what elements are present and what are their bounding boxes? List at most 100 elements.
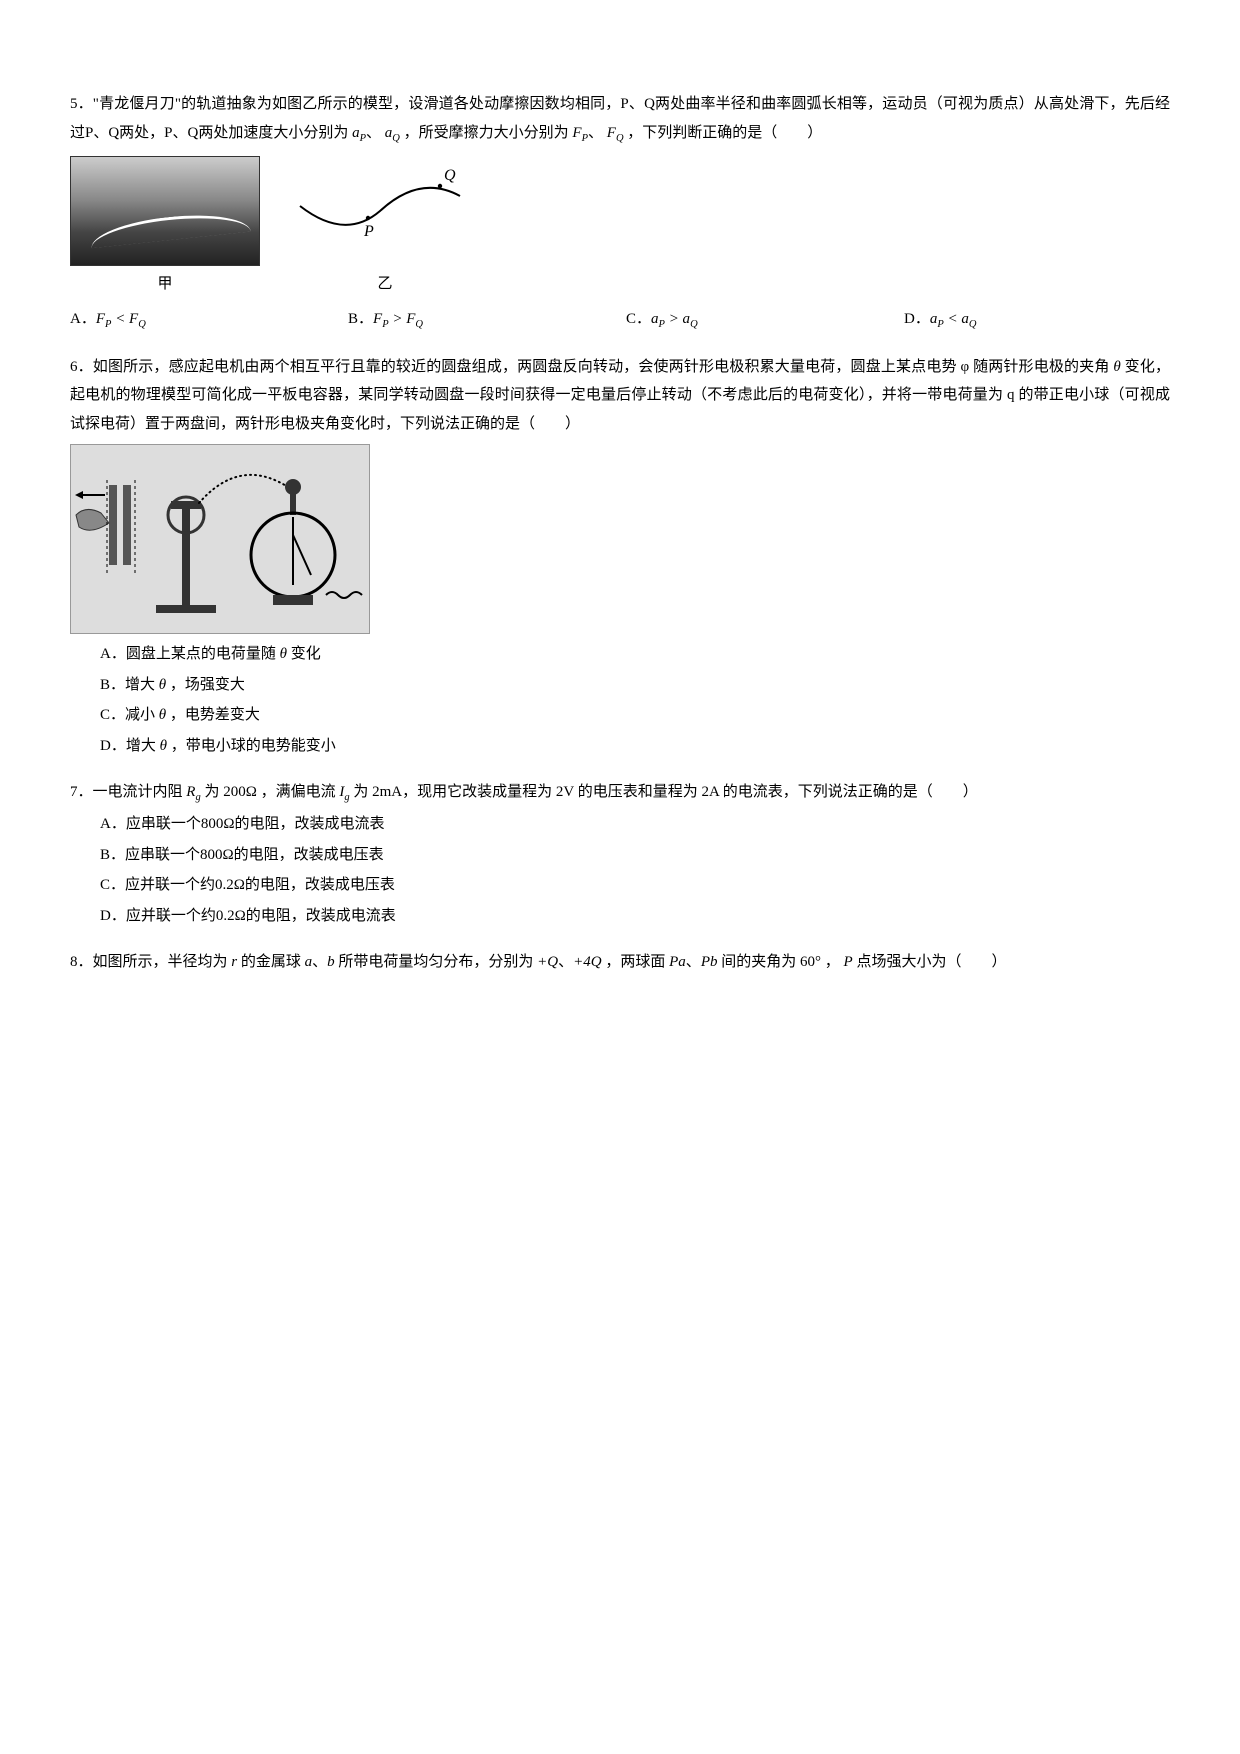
q7-options: A．应串联一个800Ω的电阻，改装成电流表 B．应串联一个800Ω的电阻，改装成… [70,810,1170,930]
Ig: Ig [339,784,349,800]
q5-text-2: ，所受摩擦力大小分别为 [404,125,569,141]
q7C-R: 0.2Ω [215,877,245,893]
q7C-a: C．应并联一个约 [100,877,215,893]
Rg-s: g [195,792,200,803]
var-fq: FQ [607,125,624,141]
q5-optC-label: C． [626,311,651,327]
q8-t5: 间的夹角为 [721,954,796,970]
q5-fig-right: P Q 乙 [290,156,480,299]
question-8: 8．如图所示，半径均为 r 的金属球 a、b 所带电荷量均匀分布，分别为 +Q、… [70,948,1170,977]
q6-optA-txt: A．圆盘上某点的电荷量随 [100,646,276,662]
q8-t7: 点场强大小为（ ） [856,954,1006,970]
q8-Pa: Pa [669,954,686,970]
q5-options: A．FP < FQ B．FP > FQ C．aP > aQ D．aP < aQ [70,305,1170,335]
theta-d: θ [160,738,167,754]
question-7: 7．一电流计内阻 Rg 为 200Ω ，满偏电流 Ig 为 2mA，现用它改装成… [70,778,1170,930]
q7-optC[interactable]: C．应并联一个约0.2Ω的电阻，改装成电压表 [100,871,1170,900]
q7-stem: 7．一电流计内阻 Rg 为 200Ω ，满偏电流 Ig 为 2mA，现用它改装成… [70,778,1170,808]
q6-optC-txt: C．减小 [100,707,155,723]
q6-optA[interactable]: A．圆盘上某点的电荷量随 θ 变化 [100,640,1170,669]
q8-t3: 所带电荷量均匀分布，分别为 [338,954,533,970]
ap-sub: P [360,133,366,144]
caption-yi: 乙 [290,270,480,299]
var-fp: FP [572,125,588,141]
fpltfq: FP < FQ [96,311,146,327]
var-ap: aP [352,125,366,141]
q7B-R: 800Ω [200,847,234,863]
photo-jia [70,156,260,266]
q6-optD-mid: ，带电小球的电势能变小 [171,738,336,754]
curve-svg: P Q [290,156,480,246]
q6-stem: 6．如图所示，感应起电机由两个相互平行且靠的较近的圆盘组成，两圆盘反向转动，会使… [70,353,1170,439]
q8-P: P [844,954,853,970]
q7-t3: ，满偏电流 [261,784,336,800]
Rg: Rg [186,784,200,800]
q8-t2: 的金属球 [241,954,301,970]
q6-optC[interactable]: C．减小 θ ，电势差变大 [100,701,1170,730]
q8-Q4: +4Q [573,954,601,970]
q7-t4: 为 2mA，现用它改装成量程为 2V 的电压表和量程为 2A 的电流表，下列说法… [353,784,977,800]
Rg-val: 200Ω [223,784,257,800]
curve-q-label: Q [444,167,456,184]
aq-sub: Q [392,133,400,144]
q7A-a: A．应串联一个 [100,816,201,832]
question-5: 5．"青龙偃月刀"的轨道抽象为如图乙所示的模型，设滑道各处动摩擦因数均相同，P、… [70,90,1170,335]
q6-options: A．圆盘上某点的电荷量随 θ 变化 B．增大 θ ，场强变大 C．减小 θ ，电… [70,640,1170,760]
q6-apparatus-figure [70,444,370,634]
q6-optB-mid: ，场强变大 [170,677,245,693]
q6-optB-txt: B．增大 [100,677,155,693]
q5-optC[interactable]: C．aP > aQ [626,305,892,335]
q7-optB[interactable]: B．应串联一个800Ω的电阻，改装成电压表 [100,841,1170,870]
q8-angle: 60° [800,954,821,970]
theta-b: θ [159,677,166,693]
var-aq: aQ [385,125,400,141]
q6-optD-txt: D．增大 [100,738,156,754]
q8-Qp: +Q [537,954,558,970]
q7B-b: 的电阻，改装成电压表 [234,847,384,863]
q5-stem: 5．"青龙偃月刀"的轨道抽象为如图乙所示的模型，设滑道各处动摩擦因数均相同，P、… [70,90,1170,148]
q8-stem: 8．如图所示，半径均为 r 的金属球 a、b 所带电荷量均匀分布，分别为 +Q、… [70,948,1170,977]
q5-optA-label: A． [70,311,96,327]
theta-1: θ [1113,359,1120,375]
question-6: 6．如图所示，感应起电机由两个相互平行且靠的较近的圆盘组成，两圆盘反向转动，会使… [70,353,1170,761]
q7-t2: 为 [204,784,219,800]
q8-a: a [305,954,313,970]
q6-optC-mid: ，电势差变大 [170,707,260,723]
q7D-a: D．应并联一个约 [100,908,216,924]
q5-fig-left: 甲 [70,156,260,299]
q7A-b: 的电阻，改装成电流表 [235,816,385,832]
q7-t1: 7．一电流计内阻 [70,784,183,800]
q7B-a: B．应串联一个 [100,847,200,863]
q7D-b: 的电阻，改装成电流表 [246,908,396,924]
q8-b: b [327,954,335,970]
q6-optA-end: 变化 [291,646,321,662]
q5-text-3: ，下列判断正确的是（ ） [627,125,822,141]
fp-sub: P [582,133,588,144]
q7A-R: 800Ω [201,816,235,832]
q8-t6: ， [825,954,840,970]
q8-r: r [231,954,237,970]
q7D-R: 0.2Ω [216,908,246,924]
q6-optD[interactable]: D．增大 θ ，带电小球的电势能变小 [100,732,1170,761]
fpgtfq: FP > FQ [373,311,423,327]
apltaq: aP < aQ [930,311,977,327]
q5-optD-label: D． [904,311,930,327]
curve-diagram: P Q [290,156,480,266]
q8-t4: ，两球面 [605,954,665,970]
q5-optA[interactable]: A．FP < FQ [70,305,336,335]
apparatus-svg [71,445,371,635]
q7C-b: 的电阻，改装成电压表 [245,877,395,893]
q5-optD[interactable]: D．aP < aQ [904,305,1170,335]
q5-optB[interactable]: B．FP > FQ [348,305,614,335]
fp-base: F [572,125,581,141]
q5-optB-label: B． [348,311,373,327]
q6-optB[interactable]: B．增大 θ ，场强变大 [100,671,1170,700]
q5-figure-row: 甲 P Q 乙 [70,156,1170,299]
Ig-s: g [344,792,349,803]
caption-jia: 甲 [70,270,260,299]
q8-t1: 8．如图所示，半径均为 [70,954,228,970]
curve-p-label: P [363,223,374,240]
q7-optD[interactable]: D．应并联一个约0.2Ω的电阻，改装成电流表 [100,902,1170,931]
q7-optA[interactable]: A．应串联一个800Ω的电阻，改装成电流表 [100,810,1170,839]
q6-text-1: 6．如图所示，感应起电机由两个相互平行且靠的较近的圆盘组成，两圆盘反向转动，会使… [70,359,1109,375]
